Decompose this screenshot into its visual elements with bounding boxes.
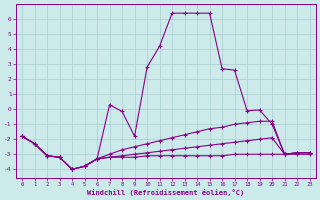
X-axis label: Windchill (Refroidissement éolien,°C): Windchill (Refroidissement éolien,°C) [87, 189, 244, 196]
